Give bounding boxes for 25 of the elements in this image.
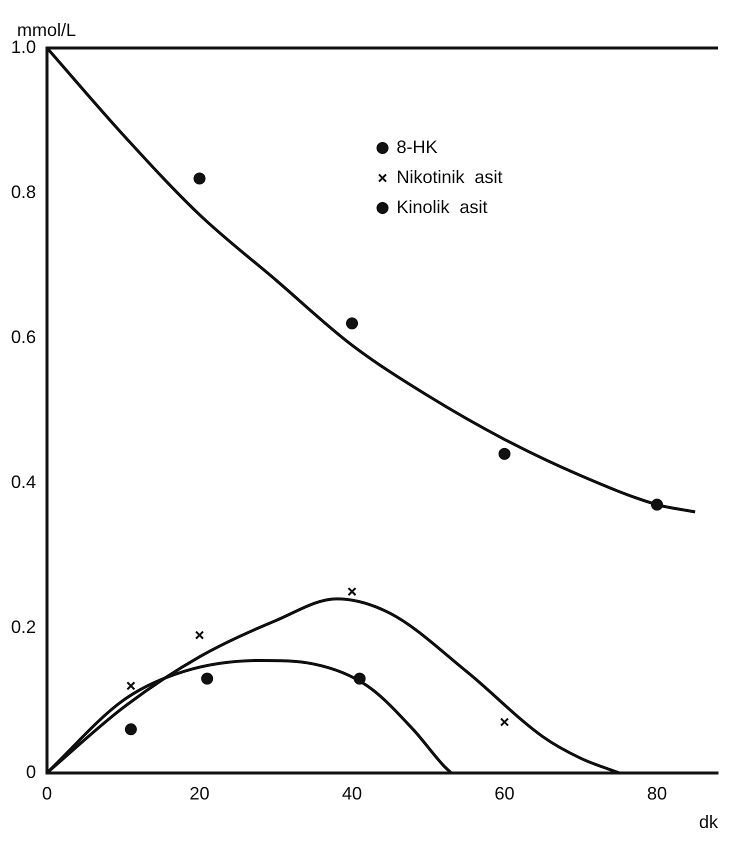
legend-label: 8-HK	[396, 136, 438, 157]
x-tick-label: 60	[494, 784, 515, 804]
x-tick-label: 0	[42, 784, 52, 804]
point	[500, 718, 510, 727]
point	[124, 723, 137, 736]
y-tick-label: 0.2	[10, 616, 36, 637]
x-axis-title: dk	[698, 812, 719, 832]
point	[194, 630, 204, 640]
legend-label: Kinolik asit	[396, 196, 488, 217]
y-tick-label: 0	[26, 762, 36, 782]
point	[498, 448, 511, 460]
point	[346, 317, 358, 330]
point	[347, 587, 357, 596]
point	[354, 672, 366, 685]
y-tick-label: 0.4	[10, 472, 36, 492]
x-tick-label: 20	[190, 784, 210, 804]
point	[194, 172, 206, 184]
x-tick-label: 80	[646, 784, 668, 804]
legend-label: Nikotinik asit	[396, 166, 503, 187]
point	[201, 672, 214, 685]
point	[651, 498, 663, 511]
y-tick-label: 0.6	[10, 326, 36, 347]
x-tick-label: 40	[342, 784, 362, 804]
y-tick-label: 0.8	[10, 182, 36, 202]
point	[126, 681, 136, 690]
